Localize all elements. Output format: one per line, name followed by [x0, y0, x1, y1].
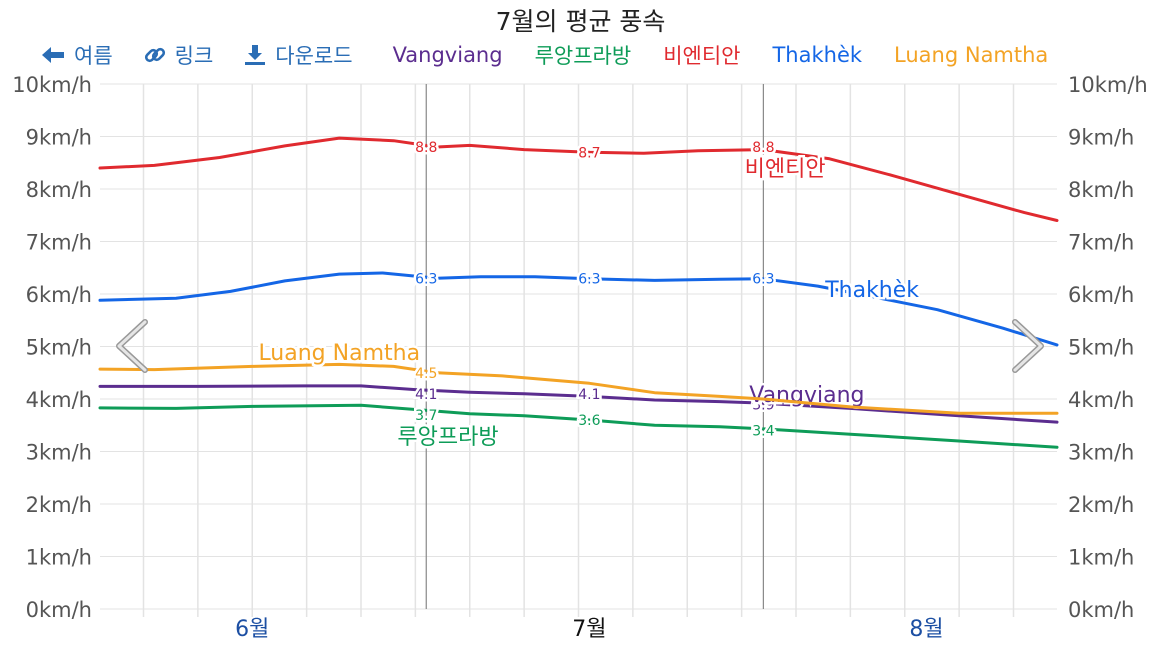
- y-tick-label-left: 4km/h: [26, 388, 92, 412]
- y-tick-label-right: 0km/h: [1068, 598, 1134, 622]
- data-label: 6.3: [752, 271, 774, 287]
- data-label: 8.8: [752, 140, 774, 156]
- y-tick-label-left: 1km/h: [26, 546, 92, 570]
- data-label: 6.3: [415, 271, 437, 287]
- series-line: [98, 362, 1059, 415]
- download-button[interactable]: 다운로드: [243, 40, 353, 70]
- legend-item[interactable]: Vangviang: [392, 43, 503, 67]
- y-tick-label-right: 6km/h: [1068, 283, 1134, 307]
- y-tick-label-left: 7km/h: [26, 231, 92, 255]
- data-label: 6.3: [578, 271, 600, 287]
- chevron-left-icon: [116, 319, 148, 373]
- y-tick-label-right: 2km/h: [1068, 493, 1134, 517]
- y-tick-label-right: 8km/h: [1068, 178, 1134, 202]
- legend-item[interactable]: Thakhèk: [772, 43, 863, 67]
- next-month-button[interactable]: [1011, 318, 1047, 374]
- y-tick-label-right: 10km/h: [1068, 73, 1148, 97]
- data-label: 4.5: [415, 366, 437, 382]
- link-icon: [144, 47, 165, 63]
- series-inline-label: Luang Namtha: [258, 341, 420, 366]
- x-tick-label: 8월: [909, 617, 943, 642]
- y-tick-label-left: 2km/h: [26, 493, 92, 517]
- series-line: [98, 403, 1059, 449]
- chart-title: 7월의 평균 풍속: [495, 7, 666, 36]
- y-tick-label-left: 6km/h: [26, 283, 92, 307]
- y-tick-label-left: 3km/h: [26, 441, 92, 465]
- legend-item[interactable]: 루앙프라방: [534, 44, 632, 68]
- chart-legend: Vangviang 루앙프라방 비엔티안 Thakhèk Luang Namtha: [393, 40, 1081, 70]
- y-tick-label-right: 4km/h: [1068, 388, 1134, 412]
- y-tick-label-right: 5km/h: [1068, 336, 1134, 360]
- download-icon: [245, 45, 266, 65]
- series-line: [98, 136, 1059, 222]
- link-label: 링크: [174, 44, 214, 68]
- y-tick-label-left: 5km/h: [26, 336, 92, 360]
- x-tick-label: 7월: [572, 617, 606, 642]
- series-inline-label: Thakhèk: [824, 278, 919, 303]
- chevron-right-icon: [1012, 319, 1044, 373]
- data-label: 3.6: [578, 413, 600, 429]
- back-button[interactable]: 여름: [40, 40, 113, 70]
- y-tick-label-left: 0km/h: [26, 598, 92, 622]
- series-line: [98, 384, 1059, 424]
- data-label: 4.1: [578, 387, 600, 403]
- back-label: 여름: [74, 44, 113, 68]
- series-inline-label: 비엔티안: [745, 157, 826, 182]
- y-tick-label-left: 10km/h: [12, 73, 92, 97]
- y-tick-label-right: 1km/h: [1068, 546, 1134, 570]
- data-label: 8.8: [415, 140, 437, 156]
- link-button[interactable]: 링크: [143, 40, 214, 70]
- y-tick-label-right: 3km/h: [1068, 441, 1134, 465]
- x-tick-label: 6월: [235, 617, 269, 642]
- data-label: 3.7: [415, 408, 437, 424]
- download-label: 다운로드: [275, 44, 353, 68]
- arrow-left-icon: [42, 47, 64, 63]
- legend-item[interactable]: Luang Namtha: [894, 43, 1049, 67]
- series-line: [98, 271, 1059, 347]
- prev-month-button[interactable]: [113, 318, 149, 374]
- y-tick-label-right: 9km/h: [1068, 126, 1134, 150]
- data-label: 3.4: [752, 424, 774, 440]
- data-label: 4.1: [415, 387, 437, 403]
- chart-toolbar: 여름 링크 다운로드 Vangviang 루앙프라방 비엔티안 Thakhèk Luan…: [40, 38, 1080, 72]
- series-inline-label: 루앙프라방: [397, 425, 498, 450]
- y-tick-label-left: 9km/h: [26, 126, 92, 150]
- data-label: 8.7: [578, 145, 600, 161]
- y-tick-label-left: 8km/h: [26, 178, 92, 202]
- legend-item[interactable]: 비엔티안: [663, 44, 741, 68]
- y-tick-label-right: 7km/h: [1068, 231, 1134, 255]
